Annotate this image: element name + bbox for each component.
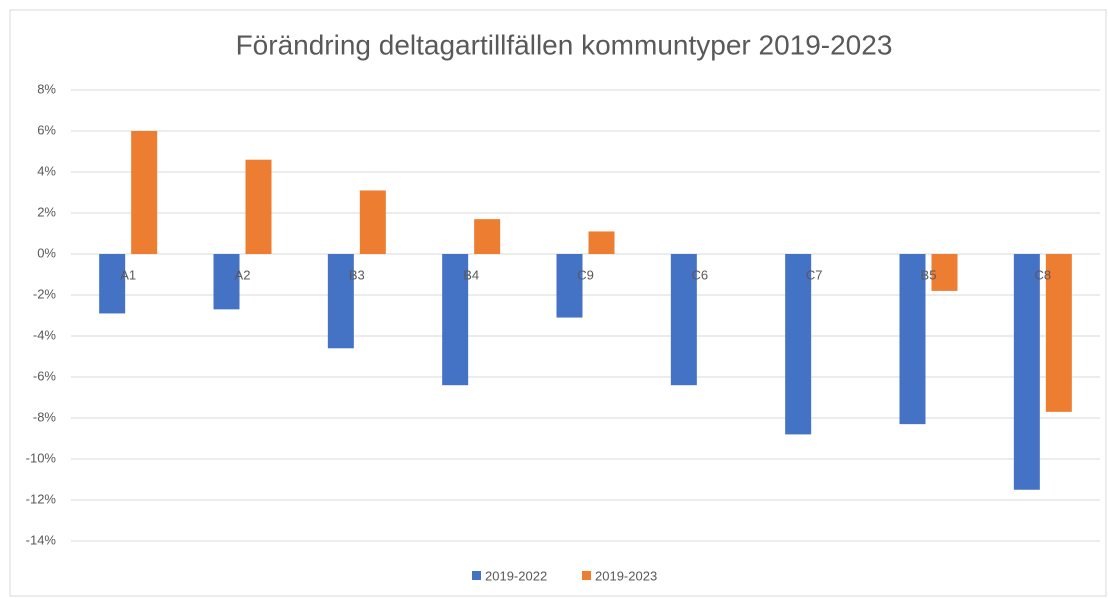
- y-tick-label: -2%: [33, 286, 57, 301]
- y-tick-label: 0%: [37, 245, 56, 260]
- chart-title: Förändring deltagartillfällen kommuntype…: [236, 29, 893, 60]
- y-tick-label: 6%: [37, 122, 56, 137]
- y-tick-label: 8%: [37, 81, 56, 96]
- legend-label: 2019-2023: [595, 568, 657, 583]
- x-tick-label: C6: [692, 267, 709, 282]
- x-tick-label: C8: [1035, 267, 1052, 282]
- x-tick-label: B3: [349, 267, 365, 282]
- x-tick-label: C9: [577, 267, 594, 282]
- bar: [931, 254, 958, 291]
- bar: [670, 254, 697, 386]
- x-tick-label: A2: [235, 267, 251, 282]
- bar: [442, 254, 469, 386]
- x-tick-label: C7: [806, 267, 823, 282]
- y-tick-label: -4%: [33, 327, 57, 342]
- y-tick-label: -10%: [26, 450, 57, 465]
- bar: [1045, 254, 1072, 412]
- legend-swatch: [582, 571, 591, 580]
- y-tick-label: -12%: [26, 491, 57, 506]
- x-tick-label: B5: [921, 267, 937, 282]
- bar: [99, 254, 126, 314]
- x-tick-label: B4: [463, 267, 479, 282]
- bar: [588, 231, 615, 254]
- bar: [1013, 254, 1040, 490]
- y-tick-label: 4%: [37, 163, 56, 178]
- bar: [899, 254, 926, 425]
- bar: [785, 254, 812, 435]
- legend-label: 2019-2022: [485, 568, 547, 583]
- bar: [213, 254, 240, 310]
- bar: [327, 254, 354, 349]
- legend-swatch: [472, 571, 481, 580]
- bar: [474, 219, 501, 254]
- y-tick-label: -6%: [33, 368, 57, 383]
- y-tick-label: -14%: [26, 532, 57, 547]
- bar: [556, 254, 583, 318]
- y-tick-label: 2%: [37, 204, 56, 219]
- bar: [245, 159, 272, 254]
- bar: [359, 190, 386, 254]
- y-tick-label: -8%: [33, 409, 57, 424]
- x-tick-label: A1: [120, 267, 136, 282]
- bar: [131, 131, 158, 254]
